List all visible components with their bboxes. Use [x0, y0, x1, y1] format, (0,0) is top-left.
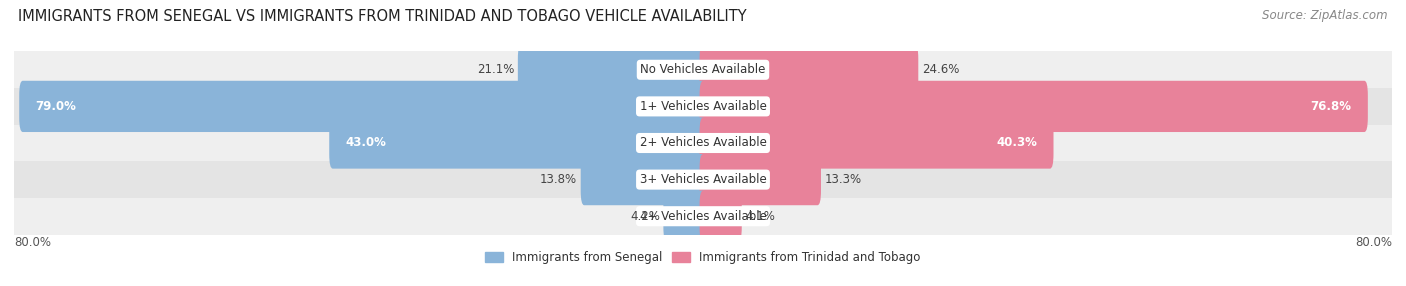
FancyBboxPatch shape: [14, 51, 1392, 88]
Text: 3+ Vehicles Available: 3+ Vehicles Available: [640, 173, 766, 186]
Text: 1+ Vehicles Available: 1+ Vehicles Available: [640, 100, 766, 113]
FancyBboxPatch shape: [700, 81, 1368, 132]
FancyBboxPatch shape: [14, 88, 1392, 125]
Text: 80.0%: 80.0%: [1355, 236, 1392, 249]
Text: 40.3%: 40.3%: [997, 136, 1038, 150]
FancyBboxPatch shape: [700, 154, 821, 205]
Text: 24.6%: 24.6%: [922, 63, 959, 76]
Text: No Vehicles Available: No Vehicles Available: [640, 63, 766, 76]
FancyBboxPatch shape: [20, 81, 706, 132]
Text: 2+ Vehicles Available: 2+ Vehicles Available: [640, 136, 766, 150]
FancyBboxPatch shape: [14, 198, 1392, 235]
Text: IMMIGRANTS FROM SENEGAL VS IMMIGRANTS FROM TRINIDAD AND TOBAGO VEHICLE AVAILABIL: IMMIGRANTS FROM SENEGAL VS IMMIGRANTS FR…: [18, 9, 747, 23]
Text: 80.0%: 80.0%: [14, 236, 51, 249]
Text: 13.3%: 13.3%: [824, 173, 862, 186]
FancyBboxPatch shape: [700, 44, 918, 96]
FancyBboxPatch shape: [700, 117, 1053, 169]
FancyBboxPatch shape: [581, 154, 706, 205]
Text: 13.8%: 13.8%: [540, 173, 578, 186]
Text: 4.2%: 4.2%: [630, 210, 659, 223]
Text: 76.8%: 76.8%: [1310, 100, 1351, 113]
Text: 43.0%: 43.0%: [346, 136, 387, 150]
FancyBboxPatch shape: [664, 190, 706, 242]
FancyBboxPatch shape: [329, 117, 706, 169]
FancyBboxPatch shape: [14, 125, 1392, 161]
Text: 4+ Vehicles Available: 4+ Vehicles Available: [640, 210, 766, 223]
Text: Source: ZipAtlas.com: Source: ZipAtlas.com: [1263, 9, 1388, 21]
FancyBboxPatch shape: [14, 161, 1392, 198]
Text: 21.1%: 21.1%: [477, 63, 515, 76]
Text: 79.0%: 79.0%: [35, 100, 76, 113]
FancyBboxPatch shape: [700, 190, 742, 242]
FancyBboxPatch shape: [517, 44, 706, 96]
Text: 4.1%: 4.1%: [745, 210, 775, 223]
Legend: Immigrants from Senegal, Immigrants from Trinidad and Tobago: Immigrants from Senegal, Immigrants from…: [481, 247, 925, 269]
